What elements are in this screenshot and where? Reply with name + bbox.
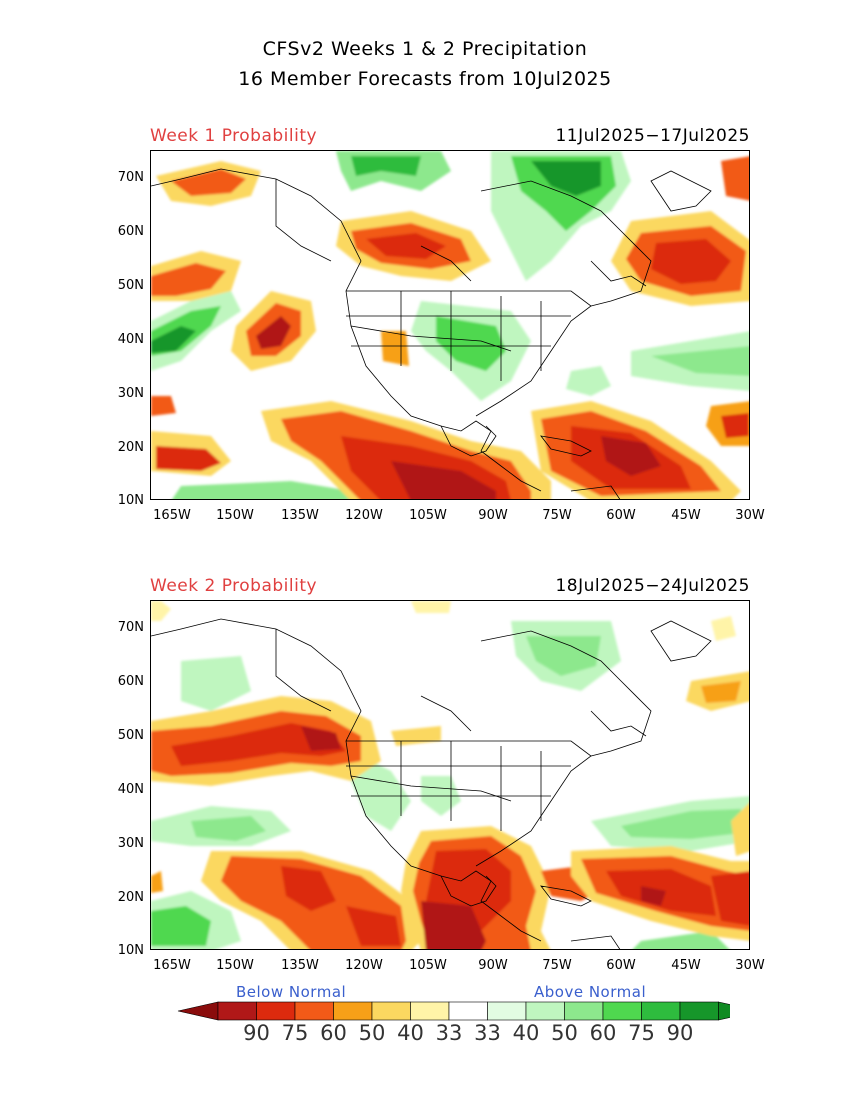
week1-lon-tick: 75W [542, 508, 572, 523]
legend-value-label: 50 [358, 1021, 386, 1045]
legend-color-box [294, 1001, 334, 1021]
week1-lon-tick: 90W [478, 508, 508, 523]
week2-lat-tick: 70N [117, 620, 144, 635]
week2-lon-tick: 75W [542, 958, 572, 973]
week2-lon-tick: 150W [216, 958, 254, 973]
legend-value-label: 33 [474, 1021, 501, 1045]
legend-value-label: 60 [589, 1021, 617, 1045]
week1-label: Week 1 Probability [150, 126, 318, 146]
legend-below-normal-label: Below Normal [236, 983, 347, 1001]
week1-lon-tick: 30W [735, 508, 765, 523]
week2-label: Week 2 Probability [150, 576, 318, 596]
legend-value-label: 40 [512, 1021, 540, 1045]
week1-lon-tick: 105W [409, 508, 447, 523]
week1-lon-tick: 135W [281, 508, 319, 523]
week2-lon-tick: 45W [671, 958, 701, 973]
week1-lat-tick: 20N [117, 440, 144, 455]
legend-value-label: 50 [551, 1021, 578, 1045]
week2-lon-tick: 120W [345, 958, 383, 973]
legend-value-label: 60 [320, 1021, 347, 1045]
week2-map [150, 600, 750, 950]
legend-color-box [256, 1001, 296, 1021]
week2-lat-tick: 60N [117, 674, 144, 689]
week1-lat-tick: 40N [117, 332, 144, 347]
legend-color-box [487, 1001, 527, 1021]
week1-lon-tick: 45W [671, 508, 701, 523]
week2-lat-tick: 30N [117, 836, 144, 851]
week1-lat-tick: 70N [117, 170, 144, 185]
week2-probability-field [151, 601, 749, 949]
legend-color-box [679, 1001, 719, 1021]
week2-lat-tick: 50N [117, 728, 144, 743]
week1-probability-field [151, 151, 749, 499]
week2-dates: 18Jul2025−24Jul2025 [555, 576, 750, 596]
legend-above-normal-label: Above Normal [534, 983, 647, 1001]
week1-lat-tick: 30N [117, 386, 144, 401]
chart-subtitle: 16 Member Forecasts from 10Jul2025 [238, 68, 612, 90]
legend-color-box [602, 1001, 642, 1021]
legend-above-arrow [718, 1001, 730, 1021]
legend-value-label: 75 [628, 1021, 655, 1045]
week2-lon-tick: 30W [735, 958, 765, 973]
week1-lat-tick: 10N [117, 493, 144, 508]
legend-below-arrow [177, 1001, 219, 1021]
week1-lon-tick: 120W [345, 508, 383, 523]
legend-color-box [448, 1001, 488, 1021]
week1-dates: 11Jul2025−17Jul2025 [555, 126, 750, 146]
legend-color-box [641, 1001, 681, 1021]
week2-lon-tick: 165W [153, 958, 191, 973]
week2-lat-tick: 10N [117, 943, 144, 958]
week1-lon-tick: 150W [216, 508, 254, 523]
week2-lon-tick: 60W [606, 958, 636, 973]
legend-color-box [410, 1001, 450, 1021]
legend-colorbar [177, 1001, 730, 1021]
week1-lon-tick: 165W [153, 508, 191, 523]
week1-lat-tick: 50N [117, 278, 144, 293]
week1-lat-tick: 60N [117, 224, 144, 239]
legend-color-box [333, 1001, 373, 1021]
week2-lon-tick: 135W [281, 958, 319, 973]
legend-value-label: 40 [397, 1021, 424, 1045]
legend-value-label: 75 [281, 1021, 309, 1045]
week1-map [150, 150, 750, 500]
legend-value-label: 33 [435, 1021, 463, 1045]
legend-value-label: 90 [666, 1021, 694, 1045]
chart-title: CFSv2 Weeks 1 & 2 Precipitation [262, 38, 588, 60]
week2-lon-tick: 105W [409, 958, 447, 973]
legend-value-label: 90 [243, 1021, 270, 1045]
legend-color-box [564, 1001, 604, 1021]
legend-color-box [371, 1001, 411, 1021]
week2-lat-tick: 20N [117, 890, 144, 905]
legend-color-box [217, 1001, 257, 1021]
week1-lon-tick: 60W [606, 508, 636, 523]
legend-color-box [525, 1001, 565, 1021]
week2-lat-tick: 40N [117, 782, 144, 797]
week2-lon-tick: 90W [478, 958, 508, 973]
